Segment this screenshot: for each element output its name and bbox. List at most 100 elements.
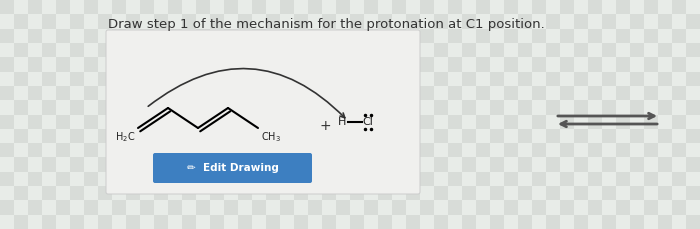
Bar — [392, 200, 406, 215]
Bar — [602, 86, 616, 100]
Bar — [294, 158, 308, 172]
Bar — [28, 172, 42, 186]
Bar — [350, 215, 364, 229]
Bar — [630, 29, 644, 43]
Bar — [504, 0, 518, 14]
Bar — [98, 86, 112, 100]
Bar — [434, 143, 448, 158]
Bar — [140, 29, 154, 43]
Bar — [462, 114, 476, 129]
Bar — [252, 158, 266, 172]
Bar — [658, 114, 672, 129]
Bar — [56, 57, 70, 71]
Bar — [42, 200, 56, 215]
Bar — [14, 200, 28, 215]
Bar — [406, 0, 420, 14]
Bar — [616, 186, 630, 200]
Bar — [112, 14, 126, 29]
Bar — [658, 215, 672, 229]
Bar — [672, 86, 686, 100]
Bar — [14, 158, 28, 172]
Bar — [112, 215, 126, 229]
Bar — [28, 57, 42, 71]
Bar — [490, 86, 504, 100]
Bar — [602, 200, 616, 215]
Bar — [434, 14, 448, 29]
Bar — [378, 172, 392, 186]
Bar — [280, 143, 294, 158]
Bar — [658, 143, 672, 158]
Bar — [630, 158, 644, 172]
Bar — [56, 71, 70, 86]
Bar — [266, 0, 280, 14]
Bar — [210, 14, 224, 29]
Bar — [378, 114, 392, 129]
Bar — [434, 0, 448, 14]
Bar — [42, 143, 56, 158]
Bar — [224, 114, 238, 129]
Bar — [98, 71, 112, 86]
Bar — [238, 100, 252, 114]
Bar — [406, 200, 420, 215]
Bar — [378, 129, 392, 143]
Bar — [644, 129, 658, 143]
Bar — [42, 57, 56, 71]
Bar — [238, 158, 252, 172]
Bar — [196, 43, 210, 57]
Bar — [518, 57, 532, 71]
Text: $\mathregular{CH_3}$: $\mathregular{CH_3}$ — [261, 130, 281, 144]
Bar — [630, 86, 644, 100]
Bar — [364, 186, 378, 200]
Bar — [392, 172, 406, 186]
Bar — [294, 215, 308, 229]
Bar — [560, 71, 574, 86]
Bar — [672, 215, 686, 229]
Bar — [168, 86, 182, 100]
Bar — [182, 71, 196, 86]
Bar — [602, 57, 616, 71]
Bar — [462, 57, 476, 71]
Bar — [154, 57, 168, 71]
Bar — [14, 172, 28, 186]
Bar — [252, 86, 266, 100]
Bar — [574, 200, 588, 215]
Bar — [350, 43, 364, 57]
Bar — [112, 100, 126, 114]
Bar — [378, 43, 392, 57]
Bar — [154, 172, 168, 186]
Bar — [280, 172, 294, 186]
Bar — [364, 57, 378, 71]
Bar — [672, 186, 686, 200]
Bar — [238, 172, 252, 186]
Bar — [336, 86, 350, 100]
Bar — [658, 100, 672, 114]
Bar — [266, 29, 280, 43]
Bar — [322, 86, 336, 100]
Bar — [448, 14, 462, 29]
Bar — [350, 129, 364, 143]
Bar — [84, 186, 98, 200]
Bar — [28, 86, 42, 100]
Bar — [196, 143, 210, 158]
Bar — [490, 129, 504, 143]
Bar — [308, 0, 322, 14]
Bar — [574, 172, 588, 186]
Bar — [546, 14, 560, 29]
Bar — [448, 114, 462, 129]
Bar — [462, 215, 476, 229]
Bar — [252, 143, 266, 158]
Bar — [588, 215, 602, 229]
Bar — [196, 0, 210, 14]
Bar — [588, 29, 602, 43]
Bar — [644, 86, 658, 100]
Bar — [672, 71, 686, 86]
Bar — [644, 0, 658, 14]
Bar — [672, 129, 686, 143]
Bar — [126, 86, 140, 100]
Bar — [644, 158, 658, 172]
Bar — [588, 14, 602, 29]
Bar — [266, 172, 280, 186]
Bar — [14, 215, 28, 229]
Text: ✏  Edit Drawing: ✏ Edit Drawing — [187, 163, 279, 173]
Bar — [238, 114, 252, 129]
